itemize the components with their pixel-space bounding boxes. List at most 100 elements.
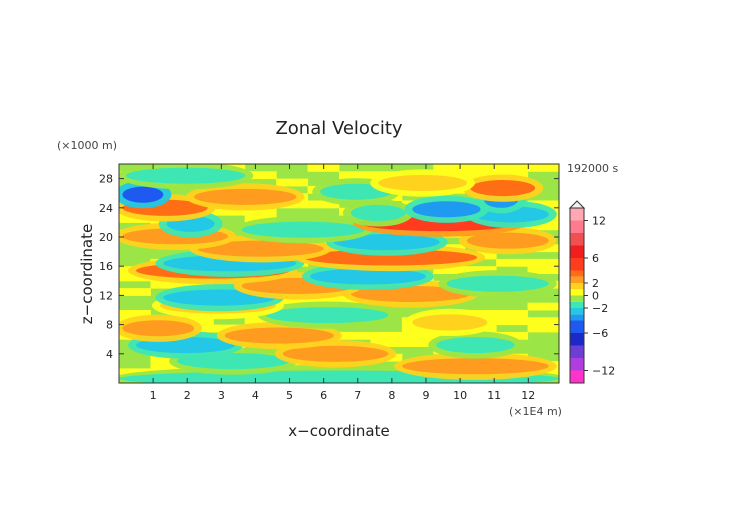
- velocity-band: [303, 249, 478, 266]
- field-cell: [213, 207, 246, 216]
- colorbar-swatch: [570, 208, 584, 221]
- velocity-band: [310, 268, 426, 285]
- field-cell: [527, 222, 559, 231]
- colorbar-label: 0: [592, 290, 599, 303]
- colorbar-swatch: [570, 289, 584, 296]
- colorbar-label: −12: [592, 365, 615, 378]
- x-tick-label: 1: [150, 389, 157, 402]
- colorbar-swatch: [570, 320, 584, 333]
- field-cell: [119, 273, 151, 282]
- velocity-band: [466, 232, 549, 249]
- field-cell: [307, 200, 340, 209]
- velocity-band: [470, 180, 536, 197]
- y-tick-label: 16: [99, 260, 113, 273]
- field-cell: [527, 258, 559, 267]
- y-axis-title: z−coordinate: [78, 224, 96, 324]
- colorbar-label: 6: [592, 252, 599, 265]
- field-cell: [150, 280, 183, 289]
- field-cell: [370, 331, 403, 340]
- y-tick-label: 28: [99, 173, 113, 186]
- x-tick-label: 5: [286, 389, 293, 402]
- x-tick-label: 10: [453, 389, 467, 402]
- velocity-band: [122, 320, 195, 337]
- colorbar-label: −6: [592, 327, 608, 340]
- field-cell: [370, 339, 403, 347]
- velocity-band: [122, 186, 164, 203]
- colorbar-swatch: [570, 258, 584, 271]
- field-cell: [401, 331, 434, 340]
- x-tick-label: 7: [354, 389, 361, 402]
- colorbar-swatch: [570, 314, 584, 321]
- field-cell: [244, 207, 277, 216]
- plot-frame: [118, 163, 560, 384]
- velocity-band: [194, 188, 297, 205]
- field-cell: [496, 331, 529, 340]
- field-cell: [496, 310, 529, 318]
- y-axis: 4 8 12 16 20 24 28: [99, 173, 559, 361]
- velocity-band: [224, 327, 334, 344]
- field-cell: [527, 302, 559, 311]
- colorbar-swatch: [570, 345, 584, 358]
- field-cell: [527, 324, 559, 333]
- velocity-band: [125, 167, 246, 184]
- colorbar-overflow-triangle: [568, 200, 586, 209]
- colorbar-swatch: [570, 301, 584, 308]
- velocity-band: [197, 240, 324, 257]
- colorbar-swatch: [570, 333, 584, 346]
- field-cell: [119, 215, 151, 223]
- field-cell: [464, 266, 497, 274]
- field-cell: [496, 164, 529, 172]
- velocity-band: [265, 307, 389, 324]
- y-tick-label: 20: [99, 231, 113, 244]
- field-cell: [119, 368, 151, 377]
- x-tick-label: 3: [218, 389, 225, 402]
- colorbar-swatch: [570, 283, 584, 290]
- colorbar-swatch: [570, 370, 584, 383]
- colorbar-swatch: [570, 245, 584, 258]
- y-tick-label: 24: [99, 202, 113, 215]
- colorbar-swatch: [570, 220, 584, 233]
- y-tick-label: 12: [99, 289, 113, 302]
- field-cell: [527, 200, 559, 209]
- field-cell: [150, 361, 183, 369]
- time-label: 192000 s: [567, 162, 618, 175]
- field-cell: [339, 171, 371, 180]
- velocity-band: [412, 314, 488, 331]
- y-unit-label: (×1000 m): [57, 139, 117, 152]
- x-axis-title: x−coordinate: [288, 422, 389, 440]
- colorbar-label: 2: [592, 277, 599, 290]
- velocity-band: [436, 337, 515, 354]
- field-cell: [401, 339, 434, 347]
- y-tick-label: 4: [106, 348, 113, 361]
- velocity-band: [350, 285, 471, 302]
- velocity-band: [412, 201, 481, 218]
- x-unit-label: (×1E4 m): [509, 405, 562, 418]
- x-axis: 1 2 3 4 5 6 7 8 9 10 11 12: [150, 164, 535, 402]
- colorbar-label: 12: [592, 215, 606, 228]
- field-cell: [496, 317, 529, 326]
- colorbar-swatch: [570, 308, 584, 315]
- x-tick-label: 11: [487, 389, 501, 402]
- velocity-band: [241, 221, 365, 238]
- colorbar-swatch: [570, 233, 584, 246]
- velocity-band: [402, 358, 549, 375]
- field-cell: [119, 310, 151, 318]
- x-tick-label: 9: [422, 389, 429, 402]
- field-cell: [307, 295, 340, 304]
- velocity-band: [446, 275, 549, 292]
- field-cell: [181, 280, 214, 289]
- field-cell: [464, 171, 497, 180]
- colorbar-swatch: [570, 358, 584, 371]
- colorbar-label: −2: [592, 302, 608, 315]
- field-cell: [276, 178, 309, 187]
- chart-title: Zonal Velocity: [275, 118, 402, 139]
- field-cell: [464, 164, 497, 172]
- x-tick-label: 12: [521, 389, 535, 402]
- velocity-band: [350, 204, 406, 221]
- velocity-band: [333, 234, 440, 251]
- field-cell: [496, 258, 529, 267]
- colorbar-swatch: [570, 270, 584, 277]
- field-cell: [433, 266, 466, 274]
- field-cell: [181, 317, 214, 326]
